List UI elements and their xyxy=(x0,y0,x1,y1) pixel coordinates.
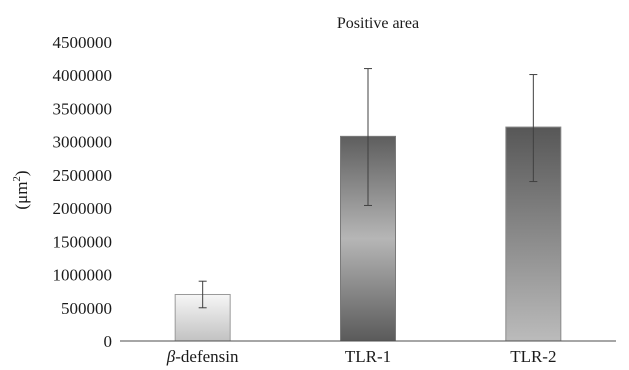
y-tick-label: 4000000 xyxy=(53,66,113,85)
x-tick-label: TLR-1 xyxy=(345,347,391,366)
y-axis-ticks: 0 500000 1000000 1500000 2000000 2500000 30000… xyxy=(53,33,113,351)
x-axis-tick-labels: β-defensin TLR-1 TLR-2 xyxy=(166,347,557,366)
y-tick-label: 1000000 xyxy=(53,266,113,285)
y-tick-label: 3000000 xyxy=(53,133,113,152)
y-tick-label: 3500000 xyxy=(53,99,113,118)
y-tick-label: 0 xyxy=(104,332,113,351)
y-axis-label-close: ) xyxy=(12,170,31,176)
chart-title: Positive area xyxy=(337,15,419,32)
y-axis-label: (μm2) xyxy=(11,170,31,209)
y-axis-label-superscript: 2 xyxy=(11,176,23,182)
y-tick-label: 1500000 xyxy=(53,232,113,251)
y-axis-label-main: (μm xyxy=(12,182,31,210)
x-tick-label: TLR-2 xyxy=(510,347,556,366)
y-tick-label: 2000000 xyxy=(53,199,113,218)
error-bars xyxy=(198,68,538,309)
x-tick-label: β-defensin xyxy=(166,347,239,366)
y-tick-label: 500000 xyxy=(61,299,112,318)
y-tick-label: 2500000 xyxy=(53,166,113,185)
y-tick-label: 4500000 xyxy=(53,33,113,52)
